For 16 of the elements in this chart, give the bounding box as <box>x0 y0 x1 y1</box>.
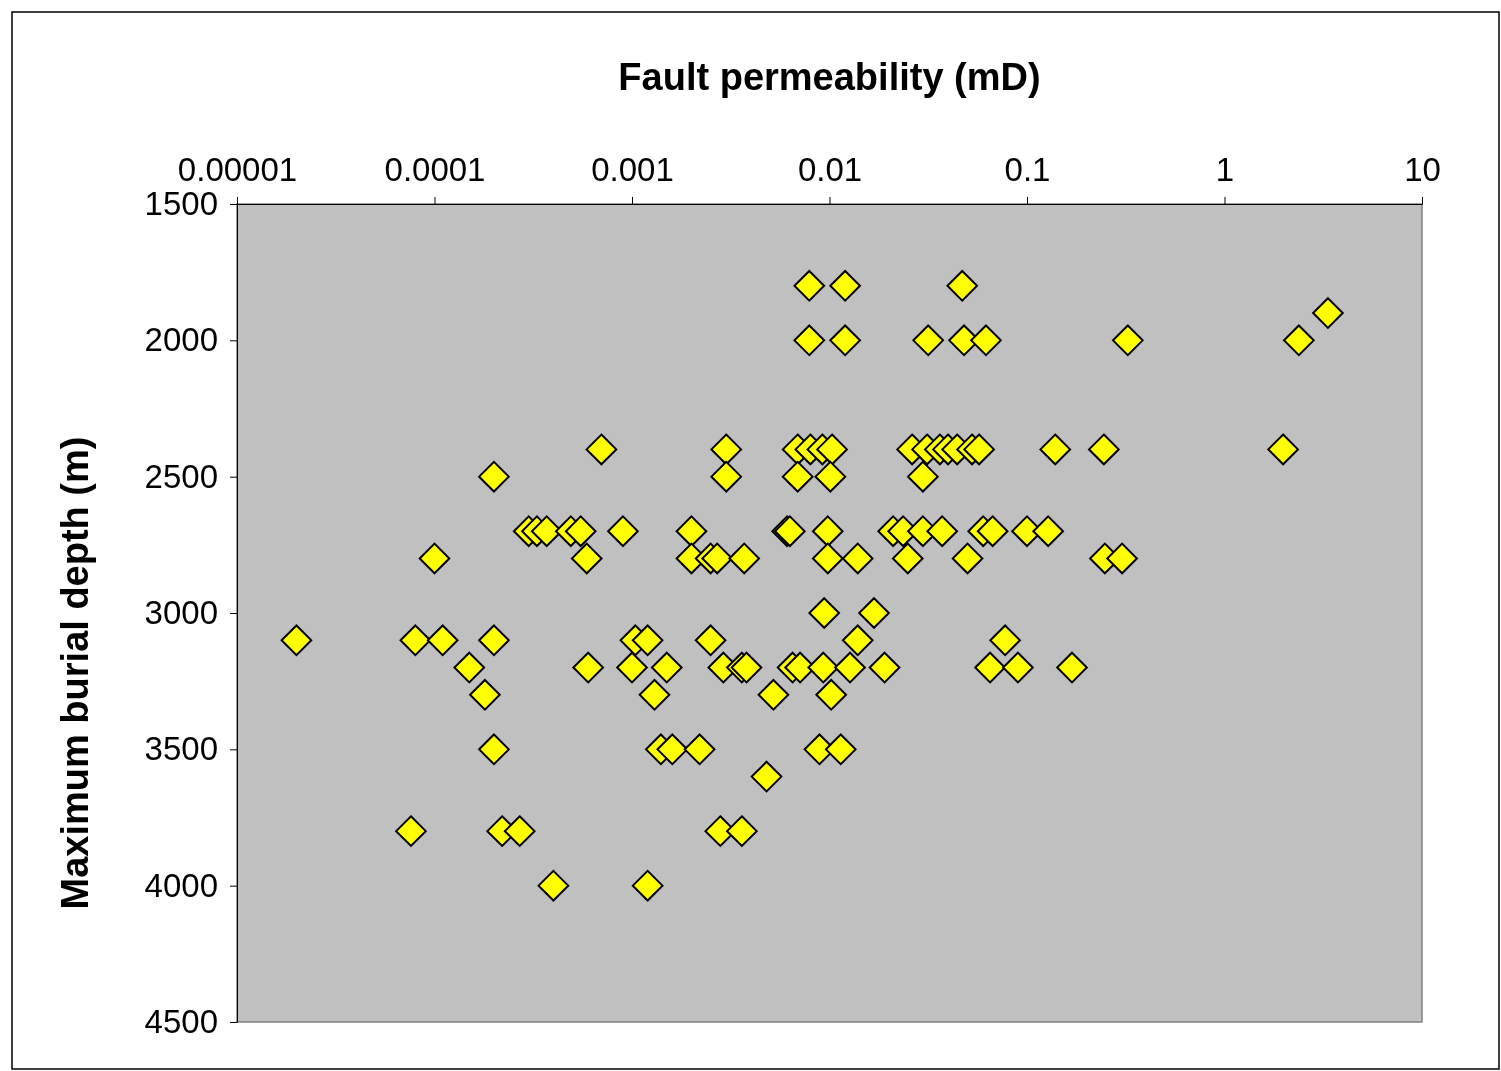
x-tick-label: 1 <box>1215 151 1235 188</box>
x-tick-label: 0.01 <box>797 151 863 188</box>
x-tick-label: 0.0001 <box>384 151 486 188</box>
x-tick-label: 0.1 <box>1004 151 1051 188</box>
x-tick-label: 0.00001 <box>177 151 298 188</box>
x-tick-label: 0.001 <box>591 151 674 188</box>
x-tick-label: 10 <box>1404 151 1441 188</box>
y-tick-label: 1500 <box>144 185 218 223</box>
y-tick-label: 2000 <box>144 321 218 359</box>
y-tick-label: 4500 <box>144 1003 218 1041</box>
y-tick-label: 4000 <box>144 866 218 904</box>
y-tick-label: 3000 <box>144 594 218 632</box>
x-axis-title: Fault permeability (mD) <box>618 56 1041 98</box>
y-tick-label: 2500 <box>144 457 218 495</box>
y-tick-label: 3500 <box>144 730 218 768</box>
y-axis-title: Maximum burial depth (m) <box>54 436 96 910</box>
